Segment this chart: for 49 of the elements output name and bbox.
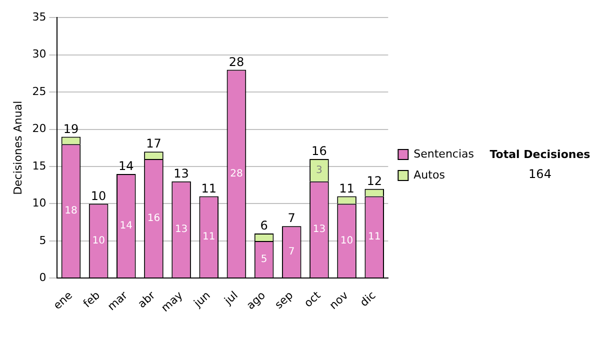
data-label: 13 [312, 224, 326, 236]
y-tick-label: 25 [32, 84, 46, 98]
x-tick-label: jul [221, 288, 240, 308]
data-label: 14 [120, 220, 133, 232]
total-label: 16 [312, 144, 327, 158]
x-tick-label: jun [190, 288, 213, 310]
data-label: 18 [64, 206, 78, 217]
legend-label: Sentencias [414, 147, 474, 160]
total-label: 10 [90, 188, 106, 203]
data-label: 10 [92, 235, 105, 246]
data-label: 28 [230, 168, 243, 180]
text: 164 [528, 167, 552, 181]
total-label: 13 [174, 166, 189, 181]
data-label: 7 [288, 246, 295, 258]
y-tick-label: 15 [32, 159, 46, 172]
data-label: 13 [174, 224, 188, 236]
data-label: 11 [202, 232, 216, 243]
x-tick-label: oct [302, 288, 324, 310]
y-axis-title: Decisiones Anual [11, 100, 24, 195]
x-tick-label: abr [135, 288, 158, 311]
total-label: 19 [63, 122, 79, 136]
y-tick-label: 10 [32, 196, 46, 210]
x-tick-label: feb [80, 288, 102, 310]
total-label: 7 [288, 211, 296, 226]
total-label: 17 [146, 136, 162, 151]
data-label: 10 [340, 235, 354, 246]
data-label: 16 [147, 212, 160, 224]
data-label: 11 [368, 232, 381, 243]
y-tick-label: 5 [39, 234, 46, 247]
y-tick-label: 0 [39, 271, 46, 284]
y-tick-label: 20 [32, 122, 46, 136]
total-label: 11 [339, 181, 354, 196]
total-label: 14 [118, 159, 134, 174]
x-tick-label: dic [358, 288, 378, 310]
y-tick-label: 30 [32, 48, 46, 61]
data-label: 5 [260, 254, 268, 265]
total-label: 6 [260, 218, 268, 233]
x-tick-label: mar [105, 288, 130, 314]
x-tick-label: sep [272, 288, 296, 312]
data-label: 3 [316, 164, 322, 176]
text: Total Decisiones [488, 148, 592, 161]
legend-label: Autos [414, 168, 446, 182]
total-label: 11 [201, 181, 217, 196]
x-tick-label: nov [326, 288, 352, 312]
total-label: 28 [228, 54, 244, 69]
y-tick-label: 35 [32, 10, 46, 24]
total-label: 12 [366, 174, 382, 188]
x-tick-label: ene [50, 288, 76, 312]
x-tick-label: ago [244, 288, 268, 312]
